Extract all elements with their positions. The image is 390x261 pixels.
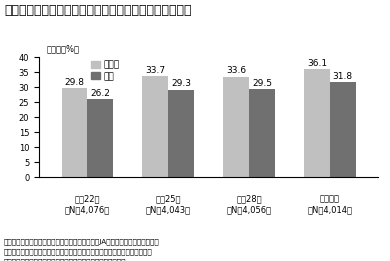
Bar xyxy=(168,90,194,177)
Bar xyxy=(304,69,330,177)
Bar xyxy=(87,99,113,177)
Text: 令和元年
（N：4,014）: 令和元年 （N：4,014） xyxy=(307,194,352,214)
Text: 33.7: 33.7 xyxy=(145,66,165,75)
Text: 29.5: 29.5 xyxy=(252,79,272,88)
Text: 図表７　特定疾病保障保険・特定疾病保障特約の加入率: 図表７ 特定疾病保障保険・特定疾病保障特約の加入率 xyxy=(4,4,191,17)
Text: 生前に死亡保険金と同額の特定疾病保険金が受け取れるもの: 生前に死亡保険金と同額の特定疾病保険金が受け取れるもの xyxy=(4,259,126,261)
Text: 36.1: 36.1 xyxy=(307,59,327,68)
Text: 29.3: 29.3 xyxy=(171,79,191,88)
Bar xyxy=(330,82,356,177)
Text: 平成28年
（N：4,056）: 平成28年 （N：4,056） xyxy=(227,194,271,214)
Text: 平成22年
（N：4,076）: 平成22年 （N：4,076） xyxy=(65,194,110,214)
Text: 33.6: 33.6 xyxy=(226,67,246,75)
Text: 29.8: 29.8 xyxy=(65,78,85,87)
Bar xyxy=(62,88,87,177)
Bar xyxy=(223,77,249,177)
Legend: 全生保, 民保: 全生保, 民保 xyxy=(91,61,120,81)
Text: （単位：%）: （単位：%） xyxy=(47,44,80,53)
Text: 31.8: 31.8 xyxy=(333,72,353,81)
Bar xyxy=(249,89,275,177)
Text: 26.2: 26.2 xyxy=(90,89,110,98)
Bar xyxy=(142,76,168,177)
Text: ＊ガン、急性心筋梗塞、脳卒中の三大疾病により所定の状態になったとき、: ＊ガン、急性心筋梗塞、脳卒中の三大疾病により所定の状態になったとき、 xyxy=(4,249,152,255)
Text: 平成25年
（N：4,043）: 平成25年 （N：4,043） xyxy=(146,194,191,214)
Text: ＊全生保には民保（かんぽ生命を含む）、簡保、JA、県民共済・生協等を含む: ＊全生保には民保（かんぽ生命を含む）、簡保、JA、県民共済・生協等を含む xyxy=(4,239,160,245)
